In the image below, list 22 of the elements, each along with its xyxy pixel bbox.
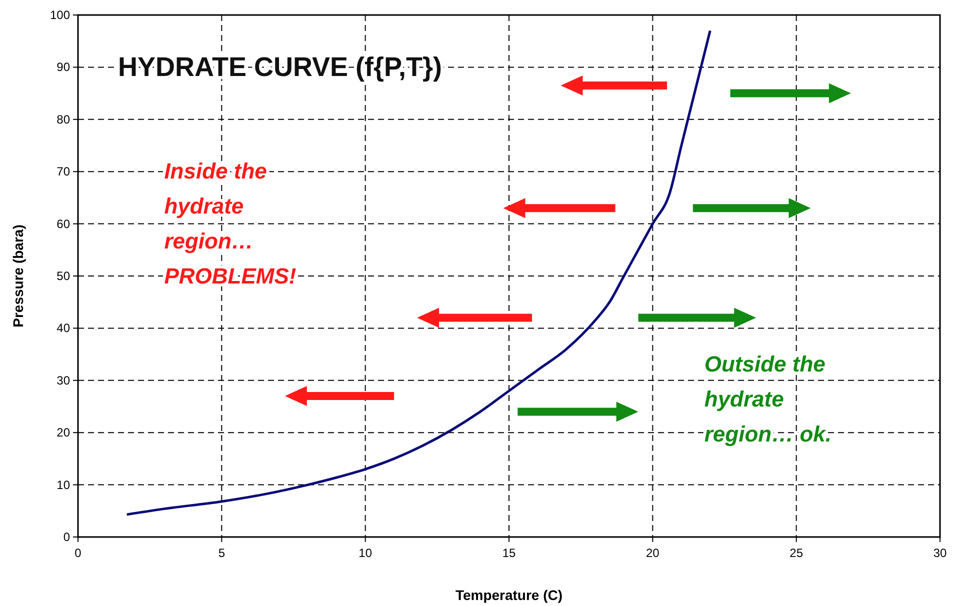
y-tick-label: 70 [56, 164, 70, 179]
y-tick-label: 90 [56, 60, 70, 74]
y-tick-label: 60 [56, 216, 70, 231]
x-tick-label: 20 [646, 546, 660, 560]
x-tick-label: 30 [933, 546, 947, 560]
y-tick-label: 80 [56, 112, 70, 126]
y-tick-label: 40 [56, 321, 70, 336]
y-tick-label: 30 [56, 373, 70, 388]
x-tick-label: 10 [358, 546, 372, 560]
y-tick-label: 50 [56, 269, 70, 283]
annotation: Outside the hydrate region… ok. [704, 352, 832, 447]
y-tick-label: 10 [56, 478, 70, 492]
x-tick-label: 15 [502, 546, 516, 560]
y-axis-title: Pressure (bara) [10, 224, 26, 328]
annotation: Inside the hydrate region… PROBLEMS! [164, 158, 296, 289]
x-tick-label: 0 [74, 546, 82, 560]
x-tick-label: 25 [790, 546, 804, 560]
y-tick-label: 20 [56, 426, 70, 440]
y-tick-label: 0 [63, 530, 70, 544]
x-axis-title: Temperature (C) [455, 587, 563, 603]
y-tick-label: 100 [50, 8, 70, 22]
x-tick-label: 5 [218, 546, 226, 560]
